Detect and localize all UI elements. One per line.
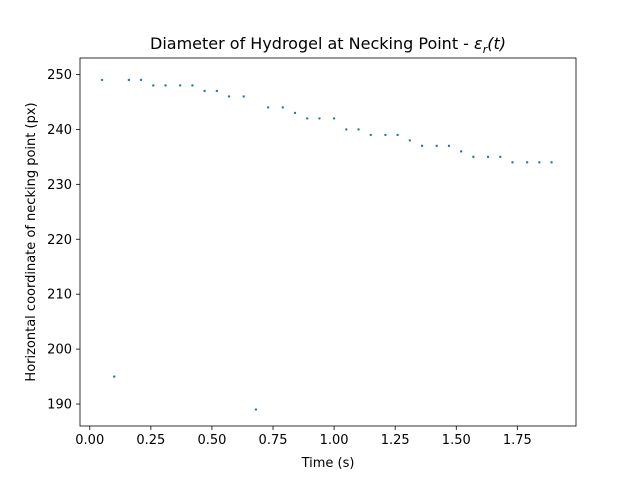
data-point bbox=[203, 89, 206, 93]
data-point bbox=[472, 155, 475, 159]
data-point bbox=[435, 144, 438, 148]
x-axis-ticks: 0.00 0.25 0.50 0.75 1.00 1.25 1.50 1.75 bbox=[75, 426, 532, 448]
data-point bbox=[420, 144, 424, 148]
x-tick-label: 1.50 bbox=[442, 433, 471, 448]
data-point bbox=[318, 117, 321, 120]
y-tick-label: 220 bbox=[47, 233, 72, 248]
x-tick-label: 0.50 bbox=[197, 433, 226, 448]
data-point bbox=[227, 95, 231, 98]
data-point bbox=[254, 408, 258, 411]
data-point bbox=[447, 144, 451, 148]
data-point bbox=[215, 89, 219, 93]
data-point bbox=[152, 84, 155, 87]
y-tick-label: 210 bbox=[47, 288, 72, 303]
chart-title: Diameter of Hydrogel at Necking Point - … bbox=[150, 34, 506, 56]
x-tick-label: 1.25 bbox=[381, 433, 410, 448]
data-point bbox=[113, 375, 116, 378]
data-point bbox=[408, 139, 412, 142]
data-point bbox=[345, 128, 348, 131]
x-tick-label: 1.00 bbox=[320, 433, 349, 448]
data-point bbox=[396, 133, 399, 137]
data-point bbox=[550, 161, 553, 164]
x-tick-label: 1.75 bbox=[503, 433, 532, 448]
y-tick-label: 190 bbox=[47, 398, 72, 413]
data-point bbox=[164, 84, 167, 87]
data-point bbox=[178, 84, 182, 87]
y-tick-label: 230 bbox=[47, 178, 72, 193]
y-axis-ticks: 190 200 210 220 230 240 250 bbox=[47, 68, 80, 413]
data-point bbox=[266, 106, 270, 109]
x-tick-label: 0.75 bbox=[259, 433, 288, 448]
data-point bbox=[511, 161, 514, 164]
y-axis-label: Horizontal coordinate of necking point (… bbox=[24, 102, 39, 381]
y-tick-label: 250 bbox=[47, 68, 72, 83]
data-point bbox=[127, 78, 131, 82]
data-points bbox=[100, 78, 553, 411]
data-point bbox=[332, 117, 336, 120]
data-point bbox=[499, 155, 502, 159]
y-tick-label: 240 bbox=[47, 123, 72, 138]
data-point bbox=[100, 78, 104, 82]
data-point bbox=[306, 117, 309, 120]
x-tick-label: 0.00 bbox=[75, 433, 104, 448]
data-point bbox=[191, 84, 194, 87]
plot-frame bbox=[79, 57, 577, 427]
data-point bbox=[384, 133, 387, 137]
data-point bbox=[281, 106, 284, 109]
data-point bbox=[459, 150, 463, 153]
x-axis-label: Time (s) bbox=[301, 456, 355, 471]
data-point bbox=[139, 78, 143, 82]
y-tick-label: 200 bbox=[47, 343, 72, 358]
data-point bbox=[369, 133, 372, 137]
data-point bbox=[242, 95, 245, 98]
data-point bbox=[357, 128, 360, 131]
x-tick-label: 0.25 bbox=[136, 433, 165, 448]
data-point bbox=[293, 111, 297, 115]
data-point bbox=[538, 161, 541, 164]
data-point bbox=[486, 155, 490, 159]
data-point bbox=[525, 161, 529, 164]
